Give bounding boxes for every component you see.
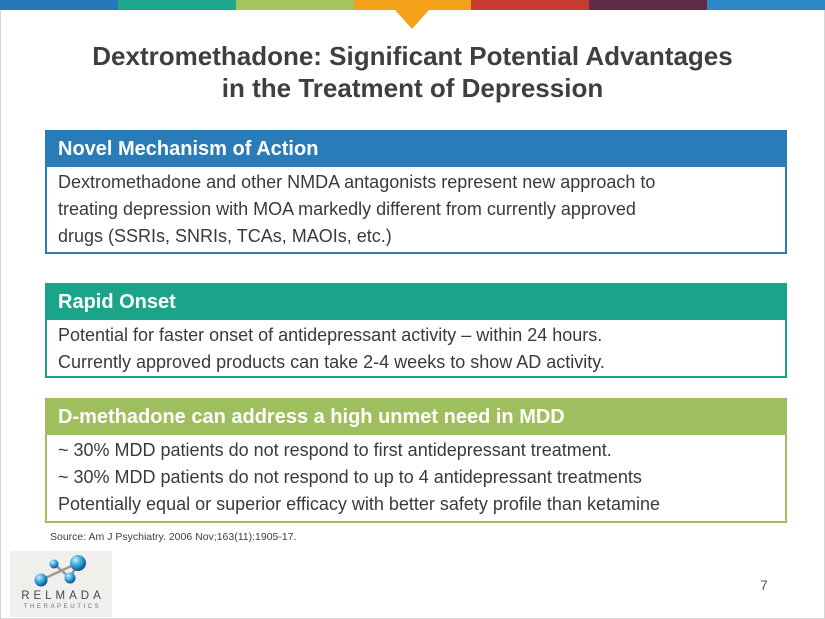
page-number: 7 — [760, 577, 768, 593]
molecule-icon — [34, 555, 86, 587]
logo-company-name: RELMADA — [21, 590, 105, 602]
body-line: ~ 30% MDD patients do not respond to fir… — [58, 440, 612, 460]
body-line: drugs (SSRIs, SNRIs, TCAs, MAOIs, etc.) — [58, 226, 392, 246]
page-title-line1: Dextromethadone: Significant Potential A… — [92, 41, 733, 71]
page-title-line2: in the Treatment of Depression — [221, 73, 604, 103]
info-box-rapid-onset: Rapid Onset Potential for faster onset o… — [45, 283, 787, 378]
top-bar-segment — [235, 0, 354, 10]
top-bar-segment — [589, 0, 708, 10]
body-line: treating depression with MOA markedly di… — [58, 199, 636, 219]
top-accent-bar — [0, 0, 825, 10]
source-citation: Source: Am J Psychiatry. 2006 Nov;163(11… — [50, 531, 297, 543]
top-bar-segment — [707, 0, 825, 10]
page-title: Dextromethadone: Significant Potential A… — [0, 40, 825, 104]
top-bar-segment — [117, 0, 236, 10]
body-line: Dextromethadone and other NMDA antagonis… — [58, 172, 656, 192]
box-header-rapid-onset: Rapid Onset — [47, 285, 785, 320]
top-bar-segment — [471, 0, 590, 10]
box-header-novel-mechanism: Novel Mechanism of Action — [47, 132, 785, 167]
box-header-unmet-need: D-methadone can address a high unmet nee… — [47, 400, 785, 435]
body-line: ~ 30% MDD patients do not respond to up … — [58, 467, 642, 487]
down-arrow-icon — [395, 10, 429, 29]
company-logo: RELMADA THERAPEUTICS — [10, 551, 112, 617]
info-box-unmet-need: D-methadone can address a high unmet nee… — [45, 398, 787, 523]
info-box-novel-mechanism: Novel Mechanism of Action Dextromethadon… — [45, 130, 787, 254]
box-body: Dextromethadone and other NMDA antagonis… — [47, 167, 785, 250]
body-line: Currently approved products can take 2-4… — [58, 352, 605, 372]
body-line: Potentially equal or superior efficacy w… — [58, 494, 660, 514]
body-line: Potential for faster onset of antidepres… — [58, 325, 603, 345]
top-bar-segment — [353, 0, 472, 10]
box-body: ~ 30% MDD patients do not respond to fir… — [47, 435, 785, 518]
top-bar-segment — [0, 0, 118, 10]
logo-company-subtitle: THERAPEUTICS — [23, 604, 102, 610]
box-body: Potential for faster onset of antidepres… — [47, 320, 785, 376]
